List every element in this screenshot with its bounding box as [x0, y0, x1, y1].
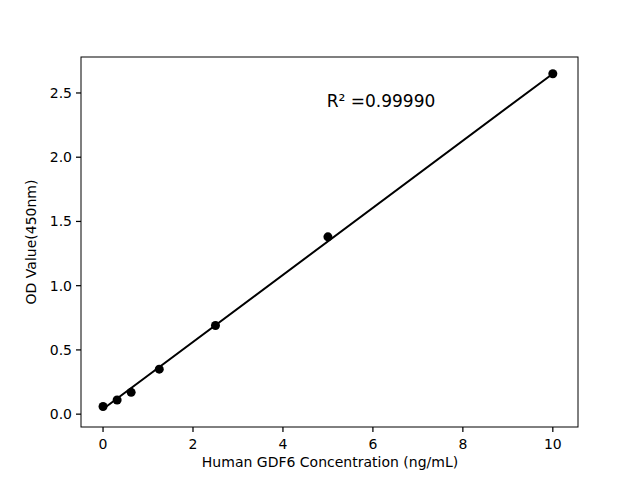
- x-tick-label: 6: [368, 436, 377, 452]
- x-tick-label: 2: [189, 436, 198, 452]
- y-tick-label: 0.5: [50, 342, 72, 358]
- r-squared-annotation: R² =0.99990: [327, 91, 436, 111]
- data-point: [548, 69, 557, 78]
- chart-svg: 0 2 4 6 8 10 0.0 0.5 1.0 1.5 2.0 2.5: [0, 0, 640, 480]
- x-tick-label: 10: [544, 436, 562, 452]
- data-point: [323, 232, 332, 241]
- data-point: [211, 321, 220, 330]
- data-point: [99, 402, 108, 411]
- y-tick-label: 2.5: [50, 85, 72, 101]
- y-tick-label: 1.0: [50, 278, 72, 294]
- y-tick-label: 1.5: [50, 213, 72, 229]
- figure-canvas: 0 2 4 6 8 10 0.0 0.5 1.0 1.5 2.0 2.5 R² =0.99990 Hu…: [0, 0, 640, 480]
- x-tick-label: 0: [99, 436, 108, 452]
- data-point: [113, 396, 122, 405]
- y-tick-label: 2.0: [50, 149, 72, 165]
- data-point: [155, 365, 164, 374]
- y-axis-label: OD Value(450nm): [23, 180, 39, 305]
- y-tick-label: 0.0: [50, 406, 72, 422]
- data-point: [127, 388, 136, 397]
- x-tick-label: 8: [458, 436, 467, 452]
- x-axis-label: Human GDF6 Concentration (ng/mL): [202, 454, 458, 470]
- x-tick-label: 4: [278, 436, 287, 452]
